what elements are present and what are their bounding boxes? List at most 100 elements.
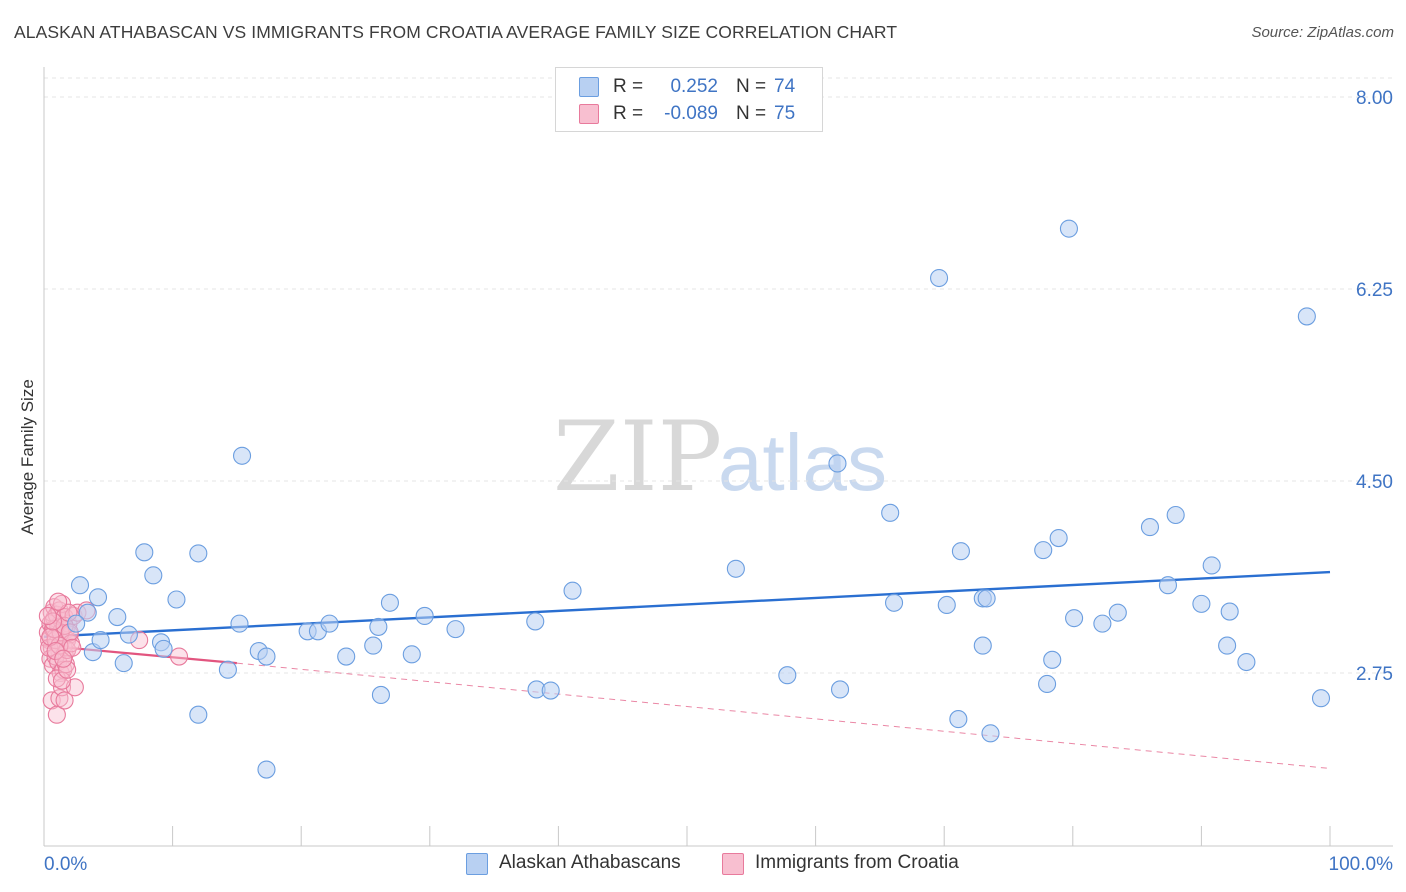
legend-swatch-alaskan-athabascans: [579, 77, 599, 97]
data-point-alaskan-athabascans: [369, 617, 388, 636]
data-point-alaskan-athabascans: [1192, 594, 1211, 613]
data-point-alaskan-athabascans: [778, 666, 797, 685]
y-tick-label: 4.50: [1356, 472, 1393, 493]
data-point-alaskan-athabascans: [230, 614, 249, 633]
data-point-alaskan-athabascans: [1034, 541, 1053, 560]
data-point-alaskan-athabascans: [1059, 219, 1078, 238]
data-point-alaskan-athabascans: [830, 680, 850, 699]
data-point-alaskan-athabascans: [88, 588, 108, 607]
data-point-alaskan-athabascans: [541, 681, 560, 700]
data-point-alaskan-athabascans: [828, 454, 847, 473]
source-label: Source: ZipAtlas.com: [1251, 24, 1394, 41]
data-point-alaskan-athabascans: [364, 636, 383, 655]
data-point-alaskan-athabascans: [563, 581, 582, 600]
data-point-alaskan-athabascans: [981, 724, 1000, 743]
data-point-immigrants-from-croatia: [46, 642, 65, 661]
data-point-alaskan-athabascans: [526, 612, 545, 631]
data-point-alaskan-athabascans: [337, 647, 356, 666]
data-point-immigrants-from-croatia: [38, 606, 57, 625]
data-point-alaskan-athabascans: [114, 654, 133, 673]
data-point-alaskan-athabascans: [884, 593, 904, 612]
legend-label-immigrants-from-croatia: Immigrants from Croatia: [755, 852, 959, 873]
legend-swatch-alaskan-athabascans: [466, 853, 488, 875]
data-point-alaskan-athabascans: [415, 606, 434, 625]
data-point-alaskan-athabascans: [167, 590, 186, 609]
trend-line-immigrants-from-croatia: [43, 644, 237, 665]
data-point-immigrants-from-croatia: [52, 678, 72, 697]
legend-r-value: -0.089: [664, 103, 718, 124]
data-point-alaskan-athabascans: [1049, 529, 1068, 548]
grid: [44, 77, 1393, 674]
data-point-alaskan-athabascans: [1093, 614, 1112, 633]
data-point-alaskan-athabascans: [1220, 602, 1239, 621]
data-point-alaskan-athabascans: [257, 760, 276, 779]
data-point-alaskan-athabascans: [119, 625, 138, 644]
data-point-alaskan-athabascans: [1038, 674, 1057, 694]
series-legend: Alaskan Athabascans Immigrants from Croa…: [0, 851, 1406, 879]
data-point-alaskan-athabascans: [108, 607, 127, 627]
legend-row-alaskan-athabascans: R = 0.252 N = 74: [556, 73, 822, 101]
data-point-immigrants-from-croatia: [169, 647, 189, 666]
data-point-alaskan-athabascans: [380, 593, 399, 612]
data-point-alaskan-athabascans: [1158, 576, 1178, 595]
axes: [43, 67, 1393, 847]
y-tick-label: 8.00: [1356, 88, 1393, 109]
data-point-alaskan-athabascans: [1140, 518, 1160, 537]
x-tick-label-start: 0.0%: [44, 854, 87, 875]
data-point-alaskan-athabascans: [951, 542, 970, 561]
legend-n-value: 75: [774, 103, 796, 124]
legend-swatch-immigrants-from-croatia: [579, 104, 599, 124]
data-point-alaskan-athabascans: [1237, 652, 1256, 672]
legend-swatch-immigrants-from-croatia: [722, 853, 744, 875]
data-point-alaskan-athabascans: [1108, 603, 1127, 622]
data-point-immigrants-from-croatia: [49, 592, 68, 611]
data-point-immigrants-from-croatia: [55, 691, 74, 710]
data-point-alaskan-athabascans: [973, 636, 992, 655]
legend-r-label: R =: [613, 103, 644, 124]
legend-r-label: R =: [613, 76, 644, 97]
data-point-alaskan-athabascans: [218, 660, 237, 679]
data-point-alaskan-athabascans: [402, 645, 421, 664]
data-point-alaskan-athabascans: [881, 503, 900, 522]
data-point-immigrants-from-croatia: [54, 649, 73, 668]
data-point-alaskan-athabascans: [446, 620, 465, 639]
data-point-alaskan-athabascans: [144, 566, 163, 585]
data-point-alaskan-athabascans: [189, 544, 208, 563]
legend-n-value: 74: [774, 76, 796, 97]
data-point-alaskan-athabascans: [135, 543, 154, 562]
legend-row-immigrants-from-croatia: R = -0.089 N = 75: [556, 100, 822, 128]
chart-title: ALASKAN ATHABASCAN VS IMMIGRANTS FROM CR…: [14, 22, 898, 42]
watermark-atlas: atlas: [718, 418, 887, 507]
data-point-immigrants-from-croatia: [41, 627, 60, 646]
data-point-alaskan-athabascans: [726, 559, 745, 578]
x-tick-labels: 0.0% 100.0%: [44, 854, 1393, 875]
data-point-alaskan-athabascans: [70, 576, 90, 595]
data-point-immigrants-from-croatia: [58, 660, 77, 679]
data-point-alaskan-athabascans: [977, 589, 996, 608]
data-point-alaskan-athabascans: [1166, 505, 1185, 525]
data-point-immigrants-from-croatia: [43, 612, 63, 631]
correlation-legend: R = 0.252 N = 74 R = -0.089 N = 75: [555, 67, 823, 132]
legend-label-alaskan-athabascans: Alaskan Athabascans: [499, 852, 681, 873]
data-point-alaskan-athabascans: [154, 639, 173, 658]
data-point-alaskan-athabascans: [189, 705, 208, 724]
data-point-immigrants-from-croatia: [52, 671, 72, 690]
trend-line-immigrants-from-croatia-extrapolated: [236, 662, 1331, 769]
y-tick-label: 6.25: [1356, 280, 1393, 301]
y-tick-labels: 8.00 6.25 4.50 2.75: [1356, 88, 1393, 685]
data-point-alaskan-athabascans: [1218, 636, 1237, 655]
trend-lines: [43, 570, 1331, 769]
legend-r-value: 0.252: [670, 76, 718, 97]
data-point-alaskan-athabascans: [937, 595, 956, 615]
y-tick-label: 2.75: [1356, 664, 1393, 685]
data-point-alaskan-athabascans: [930, 268, 949, 288]
data-point-alaskan-athabascans: [949, 710, 968, 729]
legend-n-label: N =: [736, 103, 767, 124]
data-point-alaskan-athabascans: [91, 631, 110, 650]
data-point-alaskan-athabascans: [78, 603, 97, 622]
data-point-alaskan-athabascans: [1065, 609, 1084, 628]
data-point-alaskan-athabascans: [371, 685, 390, 704]
data-point-alaskan-athabascans: [320, 614, 339, 633]
data-point-alaskan-athabascans: [1311, 689, 1331, 708]
